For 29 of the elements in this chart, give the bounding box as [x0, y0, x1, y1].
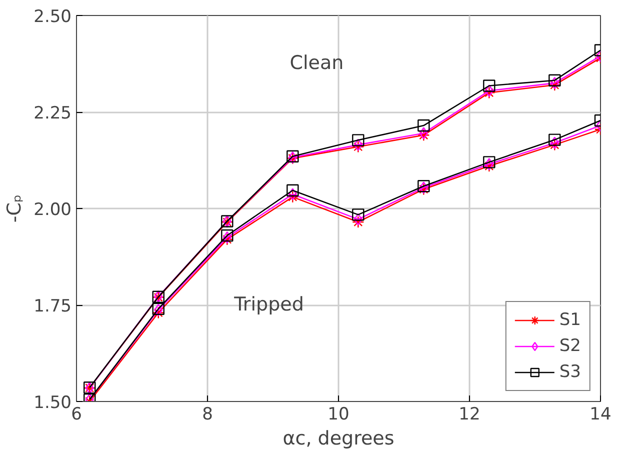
x-tick-label: 14 — [590, 404, 612, 424]
point — [483, 80, 496, 92]
point — [418, 119, 430, 132]
annotation: Clean — [290, 52, 344, 74]
point — [352, 208, 364, 221]
point — [152, 306, 164, 319]
y-tick-label: 2.50 — [34, 7, 72, 27]
point — [354, 213, 362, 226]
y-tick-label: 2.25 — [34, 104, 72, 124]
y-tick-label: 2.00 — [34, 200, 72, 220]
legend-label: S1 — [559, 310, 581, 330]
x-axis-title: αc, degrees — [282, 428, 394, 450]
point — [352, 134, 364, 146]
point — [352, 216, 364, 228]
point — [288, 188, 297, 200]
y-tick-label: 1.50 — [34, 393, 72, 413]
x-tick-label: 6 — [71, 404, 82, 424]
point — [286, 184, 299, 196]
x-tick-label: 12 — [458, 404, 480, 424]
annotation: Tripped — [233, 294, 304, 316]
legend-label: S2 — [559, 336, 581, 356]
point — [286, 190, 299, 204]
y-axis-title: -Cₚ — [4, 194, 26, 223]
point — [548, 134, 561, 146]
x-tick-label: 8 — [202, 404, 213, 424]
legend-label: S3 — [559, 362, 581, 382]
x-tick-label: 10 — [328, 404, 350, 424]
y-tick-label: 1.75 — [34, 296, 72, 316]
point — [548, 74, 561, 86]
